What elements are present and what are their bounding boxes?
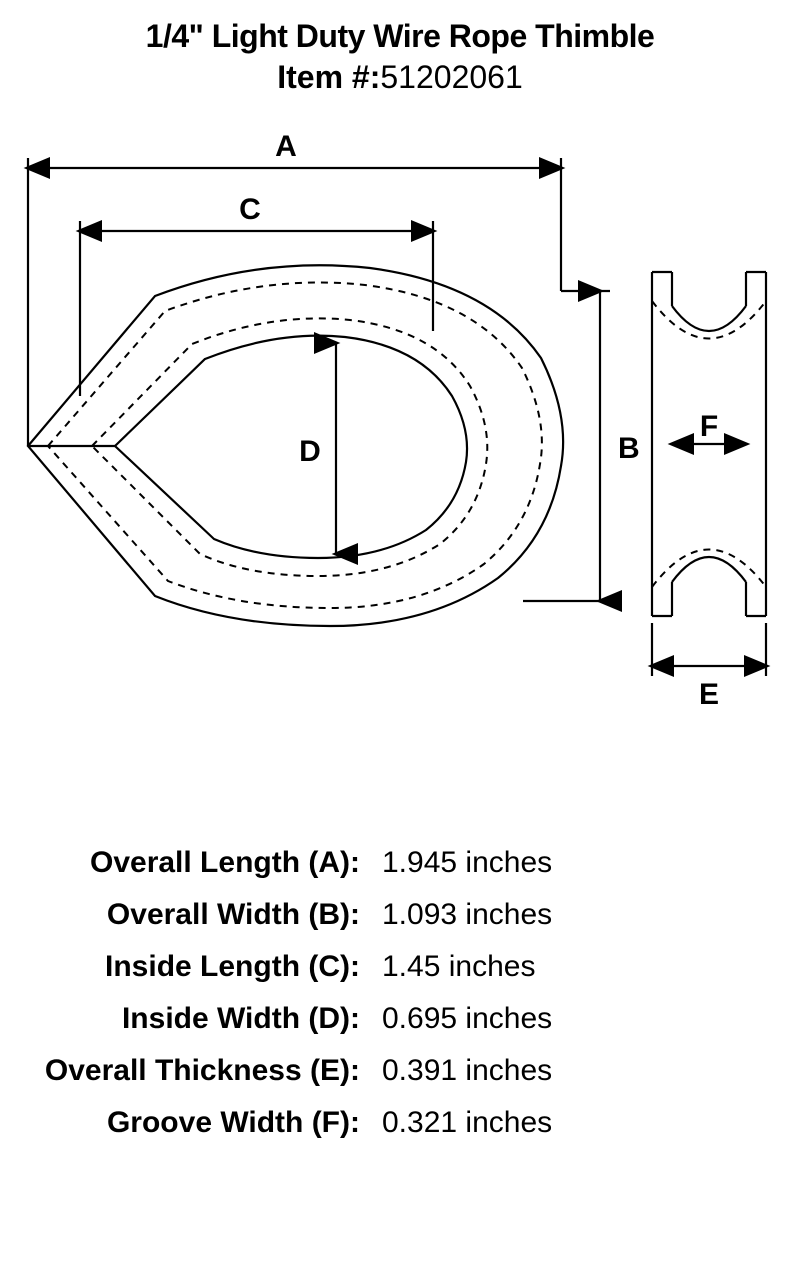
item-number: 51202061 [380, 59, 522, 95]
item-line: Item #:51202061 [0, 59, 800, 96]
dim-label-d: D [299, 435, 321, 468]
dim-label-e: E [699, 678, 719, 711]
spec-label: Overall Length (A): [0, 846, 360, 880]
spec-table: Overall Length (A): 1.945 inches Overall… [0, 846, 800, 1140]
spec-value: 0.695 inches [382, 1002, 642, 1036]
dim-label-c: C [239, 193, 261, 226]
diagram-svg: A C D B [0, 96, 800, 716]
spec-value: 0.391 inches [382, 1054, 642, 1088]
spec-label: Groove Width (F): [0, 1106, 360, 1140]
product-title: 1/4" Light Duty Wire Rope Thimble [0, 18, 800, 55]
item-label: Item #: [277, 59, 380, 95]
spec-value: 1.45 inches [382, 950, 642, 984]
dim-label-f: F [700, 410, 718, 443]
spec-label: Overall Thickness (E): [0, 1054, 360, 1088]
spec-label: Inside Length (C): [0, 950, 360, 984]
spec-value: 0.321 inches [382, 1106, 642, 1140]
dim-label-a: A [275, 130, 297, 163]
technical-diagram: A C D B [0, 96, 800, 716]
spec-value: 1.945 inches [382, 846, 642, 880]
dim-label-b: B [618, 432, 640, 465]
header-block: 1/4" Light Duty Wire Rope Thimble Item #… [0, 0, 800, 96]
spec-label: Inside Width (D): [0, 1002, 360, 1036]
spec-value: 1.093 inches [382, 898, 642, 932]
spec-label: Overall Width (B): [0, 898, 360, 932]
